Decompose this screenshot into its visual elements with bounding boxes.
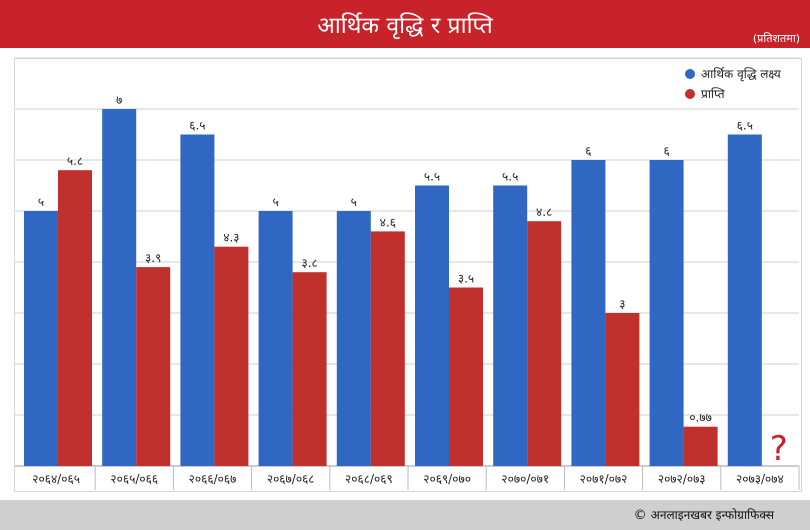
copyright-icon: © <box>633 508 647 523</box>
bar-target <box>727 134 762 466</box>
bar-achieved <box>683 426 718 466</box>
bar-target <box>493 185 528 466</box>
bar-achieved <box>527 221 562 466</box>
data-label: ५.५ <box>424 170 440 184</box>
bar-achieved <box>214 246 249 466</box>
bar-target <box>415 185 449 466</box>
x-tick-label: २०६६/०६७ <box>189 472 237 486</box>
x-tick-label: २०७०/०७१ <box>501 472 549 486</box>
x-tick-label: २०६५/०६६ <box>110 472 158 486</box>
data-label: ४.३ <box>223 231 239 245</box>
bar-achieved <box>58 170 92 466</box>
bar-achieved <box>370 231 405 466</box>
bar-target <box>24 211 58 466</box>
legend-marker <box>685 89 695 99</box>
x-tick-label: २०७२/०७३ <box>658 472 706 486</box>
bar-achieved <box>136 267 171 466</box>
data-label: ५ <box>38 195 44 209</box>
legend-label: प्राप्ति <box>701 87 726 101</box>
data-label: ५.८ <box>67 154 83 168</box>
data-label: ७ <box>116 93 122 107</box>
x-tick-label: २०७१/०७२ <box>580 472 628 486</box>
data-label: ५ <box>272 195 278 209</box>
legend-label: आर्थिक वृद्धि लक्ष्य <box>701 67 782 82</box>
title-bar: आर्थिक वृद्धि र प्राप्ति (प्रतिशतमा) <box>0 0 810 48</box>
credit-label: अनलाइनखबर इन्फोग्राफिक्स <box>650 508 774 522</box>
bar-achieved <box>292 272 327 466</box>
footer-bar: © अनलाइनखबर इन्फोग्राफिक्स <box>0 500 810 530</box>
data-label: ४.६ <box>380 215 396 229</box>
legend-marker <box>685 69 695 79</box>
data-label: ३ <box>619 297 625 311</box>
data-label: ३.९ <box>145 251 161 265</box>
data-label: ६.५ <box>737 119 753 133</box>
x-tick-label: २०६९/०७० <box>423 472 471 486</box>
bar-chart: ५ ५.८ ७ ३.९ ६.५ ४.३ ५ ३.८ ५ ४.६ ५.५ ३.५ ५.५ ४.८ ६ ३ ६ ०.७… <box>15 57 800 490</box>
data-label: ३.५ <box>458 272 474 286</box>
x-tick-label: २०६७/०६८ <box>267 472 315 486</box>
bar-target <box>180 134 215 466</box>
x-tick-label: २०६८/०६९ <box>345 472 393 486</box>
bar-target <box>102 109 137 466</box>
x-tick-label: २०७३/०७४ <box>736 472 784 486</box>
data-label: ०.७७ <box>689 411 712 425</box>
bar-achieved <box>449 287 483 466</box>
bar-target <box>649 160 684 466</box>
bar-achieved <box>605 313 640 466</box>
x-tick-label: २०६४/०६५ <box>32 472 80 486</box>
bar-target <box>336 211 371 466</box>
data-label: ६ <box>663 144 669 158</box>
unit-label: (प्रतिशतमा) <box>752 32 800 45</box>
bar-target <box>258 211 293 466</box>
data-label: ५.५ <box>502 170 518 184</box>
chart-title: आर्थिक वृद्धि र प्राप्ति <box>317 13 493 39</box>
data-label: ३.८ <box>301 256 317 270</box>
data-label: ६ <box>585 144 591 158</box>
bar-target <box>571 160 606 466</box>
data-label: ५ <box>351 195 357 209</box>
data-label: ६.५ <box>189 119 205 133</box>
missing-value-marker: ? <box>770 429 788 469</box>
data-label: ४.८ <box>536 205 552 219</box>
credit-text: © अनलाइनखबर इन्फोग्राफिक्स <box>634 506 774 523</box>
